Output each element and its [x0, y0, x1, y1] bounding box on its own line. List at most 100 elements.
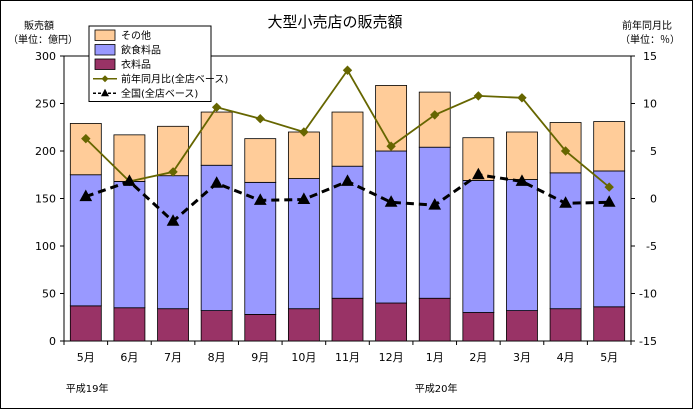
plot-area: 0 50 100 150 200 250 300 -15 -10 -5 0 5 10 15 5月 6月 7月 8月… — [35, 50, 657, 395]
bar-segment — [200, 111, 233, 166]
bar-segment — [549, 172, 582, 310]
bar-segment — [418, 297, 451, 342]
x-axis-tick-label: 2月 — [469, 351, 487, 364]
legend-swatch — [94, 29, 116, 41]
left-axis-tick-label: 0 — [49, 335, 56, 348]
bar-segment — [113, 134, 146, 182]
series-point — [559, 196, 572, 208]
legend-marker — [101, 75, 109, 83]
era-label: 平成20年 — [415, 382, 458, 395]
bar-segment — [375, 85, 408, 152]
x-axis-tick-label: 6月 — [120, 351, 138, 364]
bar-segment — [69, 305, 102, 342]
bar-segment — [113, 307, 146, 342]
x-axis-tick-label: 9月 — [251, 351, 269, 364]
x-axis-tick-label: 1月 — [426, 351, 444, 364]
bar-segment — [113, 180, 146, 309]
bar-segment — [244, 138, 277, 183]
series-point — [430, 110, 440, 120]
legend-label: その他 — [121, 29, 151, 42]
x-axis-tick-label: 10月 — [291, 351, 316, 364]
series-point — [342, 65, 353, 75]
chart-title: 大型小売店の販売額 — [267, 13, 402, 31]
left-axis-tick-label: 50 — [42, 288, 56, 301]
legend-label: 前年同月比(全店ベース) — [121, 72, 228, 85]
right-axis-tick-label: 0 — [650, 193, 657, 206]
series-point — [560, 146, 571, 156]
bar-segment — [331, 297, 364, 342]
series-point — [299, 127, 309, 137]
bar-segment — [331, 165, 364, 299]
right-axis-title-line1: 前年同月比 — [622, 19, 672, 32]
bar-segment — [549, 308, 582, 342]
right-axis-tick-label: 15 — [643, 50, 657, 63]
bar-segment — [157, 308, 189, 342]
bar-segment — [375, 302, 408, 342]
series-point — [79, 189, 93, 202]
bar-segment — [462, 180, 495, 313]
legend-label: 全国(全店ベース) — [121, 87, 198, 100]
series-point — [384, 195, 398, 207]
x-axis-tick-label: 8月 — [208, 351, 226, 364]
series-point — [473, 91, 484, 101]
series-point — [428, 198, 442, 210]
x-axis-tick-label: 12月 — [379, 351, 404, 364]
bar-segment — [593, 121, 626, 172]
right-axis-tick-label: -10 — [639, 288, 657, 301]
bar-segment — [331, 111, 364, 167]
series-point — [123, 174, 136, 186]
bar-segment — [200, 164, 233, 312]
series-point — [166, 214, 180, 226]
left-axis-title-line1: 販売額 — [24, 19, 54, 32]
era-label: 平成19年 — [66, 382, 109, 395]
x-axis-tick-label: 4月 — [557, 351, 575, 364]
right-axis-tick-label: 5 — [650, 145, 657, 158]
series-point — [253, 193, 267, 205]
left-axis-tick-label: 200 — [35, 145, 56, 158]
series-point — [297, 192, 311, 204]
bar-segment — [593, 306, 626, 342]
x-axis-tick-label: 5月 — [600, 351, 618, 364]
series-point — [210, 176, 223, 188]
series-point — [604, 182, 614, 192]
legend-swatch — [94, 58, 116, 70]
bar-segment — [69, 123, 102, 176]
bar-segment — [506, 310, 538, 342]
bar-segment — [506, 131, 538, 180]
x-axis-tick-label: 11月 — [335, 351, 360, 364]
series-point — [341, 174, 354, 186]
bar-segment — [593, 170, 626, 308]
bar-segment — [287, 131, 320, 179]
bar-segment — [200, 310, 233, 342]
legend-label: 衣料品 — [121, 58, 151, 71]
x-axis-tick-label: 7月 — [164, 351, 182, 364]
left-axis-tick-label: 250 — [35, 98, 56, 111]
series-point — [472, 167, 485, 180]
left-axis-title-line2: （単位：億円） — [8, 33, 78, 46]
series-point — [211, 102, 222, 113]
x-axis-tick-label: 3月 — [513, 351, 531, 364]
series-point — [517, 93, 527, 103]
legend-label: 飲食料品 — [121, 43, 161, 56]
x-axis-tick-label: 5月 — [77, 351, 95, 364]
series-point — [515, 174, 529, 186]
right-axis-title-line2: （単位：％） — [620, 33, 680, 46]
series-point — [255, 113, 265, 124]
left-axis-tick-label: 300 — [35, 50, 56, 63]
bar-segment — [244, 313, 277, 342]
series-point — [168, 167, 178, 177]
bar-segment — [375, 150, 408, 304]
bar-segment — [462, 312, 495, 342]
right-axis-tick-label: -5 — [646, 240, 657, 253]
right-axis-tick-label: 10 — [643, 98, 657, 111]
left-axis-tick-label: 100 — [35, 240, 56, 253]
bar-segment — [506, 179, 538, 312]
bar-segment — [418, 146, 451, 299]
series-point — [386, 141, 396, 151]
series-point — [602, 195, 616, 207]
bar-segment — [157, 175, 189, 310]
bar-segment — [418, 91, 451, 148]
